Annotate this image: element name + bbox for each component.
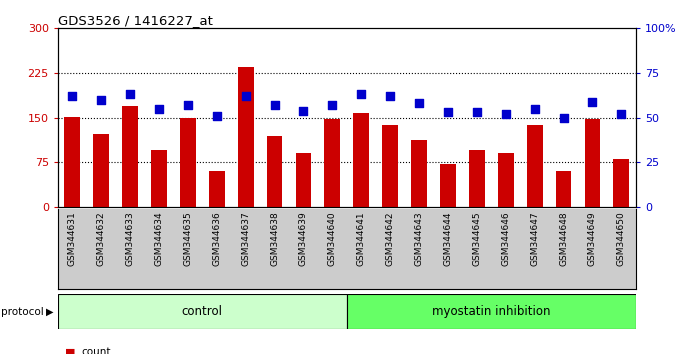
Text: ■: ■: [65, 347, 75, 354]
Bar: [267, 136, 282, 207]
Text: GSM344632: GSM344632: [97, 211, 105, 266]
Bar: [324, 119, 340, 207]
Text: GSM344634: GSM344634: [154, 211, 163, 266]
Bar: [440, 164, 456, 207]
Bar: [382, 125, 398, 207]
Bar: [58, 294, 347, 329]
Text: GSM344646: GSM344646: [501, 211, 510, 266]
Point: [124, 92, 135, 97]
Point: [587, 99, 598, 104]
Text: GSM344642: GSM344642: [386, 211, 394, 266]
Text: GSM344641: GSM344641: [357, 211, 366, 266]
Bar: [613, 159, 629, 207]
Text: count: count: [82, 347, 111, 354]
Point: [298, 108, 309, 113]
Text: GSM344639: GSM344639: [299, 211, 308, 266]
Point: [211, 113, 222, 119]
Text: GSM344647: GSM344647: [530, 211, 539, 266]
Point: [385, 93, 396, 99]
Point: [182, 102, 193, 108]
Text: myostatin inhibition: myostatin inhibition: [432, 305, 551, 318]
Point: [154, 106, 165, 112]
Point: [67, 93, 78, 99]
Bar: [65, 116, 80, 207]
Bar: [180, 118, 196, 207]
Text: GSM344631: GSM344631: [68, 211, 77, 266]
Point: [471, 109, 482, 115]
Text: GSM344644: GSM344644: [443, 211, 452, 266]
Text: GSM344638: GSM344638: [270, 211, 279, 266]
Bar: [469, 150, 485, 207]
Text: GDS3526 / 1416227_at: GDS3526 / 1416227_at: [58, 14, 213, 27]
Text: GSM344636: GSM344636: [212, 211, 221, 266]
Text: ▶: ▶: [46, 307, 53, 316]
Bar: [527, 125, 543, 207]
Point: [96, 97, 107, 103]
Point: [269, 102, 280, 108]
Point: [443, 109, 454, 115]
Bar: [93, 135, 109, 207]
Point: [558, 115, 569, 121]
Text: GSM344643: GSM344643: [415, 211, 424, 266]
Bar: [585, 119, 600, 207]
Bar: [122, 106, 138, 207]
Bar: [296, 154, 311, 207]
Point: [413, 101, 424, 106]
Bar: [151, 150, 167, 207]
Bar: [238, 67, 254, 207]
Point: [500, 111, 511, 117]
Point: [616, 111, 627, 117]
Bar: [209, 171, 224, 207]
Bar: [354, 113, 369, 207]
Text: protocol: protocol: [1, 307, 44, 316]
Text: GSM344633: GSM344633: [126, 211, 135, 266]
Point: [327, 102, 338, 108]
Bar: [556, 171, 571, 207]
Text: GSM344648: GSM344648: [559, 211, 568, 266]
Point: [240, 93, 251, 99]
Text: GSM344640: GSM344640: [328, 211, 337, 266]
Text: control: control: [182, 305, 223, 318]
Text: GSM344645: GSM344645: [473, 211, 481, 266]
Bar: [347, 294, 636, 329]
Text: GSM344650: GSM344650: [617, 211, 626, 266]
Bar: [411, 140, 427, 207]
Text: GSM344635: GSM344635: [184, 211, 192, 266]
Point: [529, 106, 540, 112]
Text: GSM344649: GSM344649: [588, 211, 597, 266]
Point: [356, 92, 367, 97]
Bar: [498, 154, 513, 207]
Text: GSM344637: GSM344637: [241, 211, 250, 266]
